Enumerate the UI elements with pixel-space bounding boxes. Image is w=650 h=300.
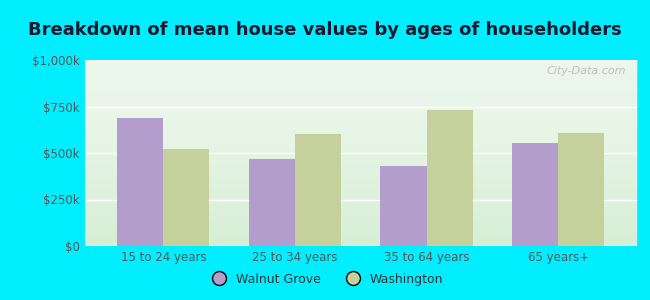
Bar — [118, 118, 163, 246]
Bar — [426, 110, 473, 246]
Bar — [558, 133, 604, 246]
Legend: Walnut Grove, Washington: Walnut Grove, Washington — [202, 268, 448, 291]
Bar — [295, 134, 341, 246]
Bar — [380, 166, 426, 246]
Bar — [512, 143, 558, 246]
Text: City-Data.com: City-Data.com — [547, 66, 626, 76]
Bar — [249, 159, 295, 246]
Text: Breakdown of mean house values by ages of householders: Breakdown of mean house values by ages o… — [28, 21, 622, 39]
Bar — [163, 149, 209, 246]
